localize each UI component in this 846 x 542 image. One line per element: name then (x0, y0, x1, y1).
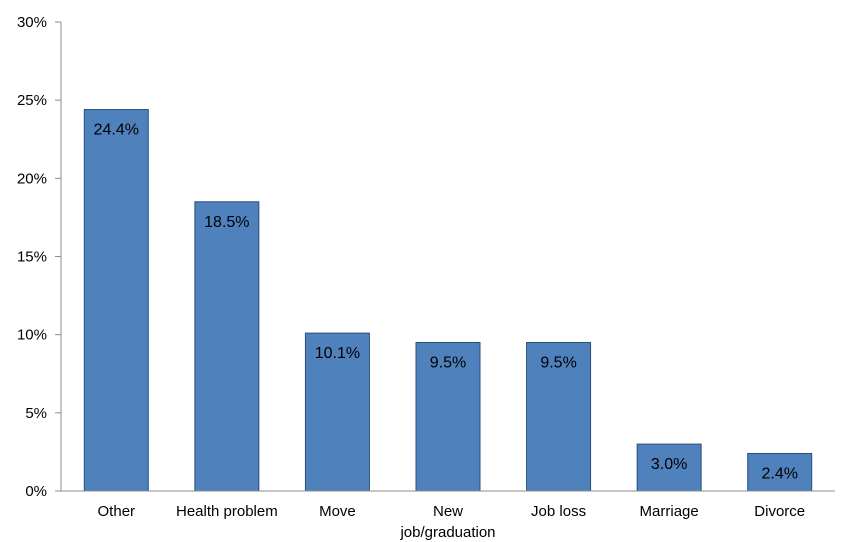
y-tick-label: 5% (25, 405, 47, 422)
x-tick-label: Other (98, 503, 136, 520)
data-label: 24.4% (94, 122, 139, 139)
data-label: 9.5% (430, 354, 466, 371)
data-label: 3.0% (651, 456, 687, 473)
y-tick-label: 25% (17, 92, 47, 109)
x-tick-label: Marriage (640, 503, 699, 520)
data-label: 2.4% (761, 465, 797, 482)
y-tick-label: 30% (17, 14, 47, 31)
x-tick-label: Divorce (754, 503, 805, 520)
y-tick-label: 15% (17, 249, 47, 266)
bar (415, 341, 481, 492)
data-labels: 24.4% 18.5% 10.1% 9.5% 9.5% 3.0% 2.4% (94, 122, 798, 483)
y-tick-label: 10% (17, 327, 47, 344)
data-label: 10.1% (315, 345, 360, 362)
x-tick-label: New job/graduation (399, 503, 495, 541)
y-tick-label: 20% (17, 170, 47, 187)
data-label: 9.5% (540, 354, 576, 371)
data-label: 18.5% (204, 214, 249, 231)
bar (194, 201, 260, 492)
x-tick-label: Health problem (176, 503, 278, 520)
bar (83, 109, 149, 492)
x-axis-labels: Other Health problem Move New job/graduation… (98, 503, 806, 541)
bar (636, 443, 702, 492)
bars (83, 109, 813, 492)
y-tick-label: 0% (25, 483, 47, 500)
y-axis-ticks: 0% 5% 10% 15% 20% 25% 30% (17, 14, 61, 500)
x-tick-label: Move (319, 503, 356, 520)
bar (526, 341, 592, 492)
x-tick-label: Job loss (531, 503, 586, 520)
bar (747, 452, 813, 492)
